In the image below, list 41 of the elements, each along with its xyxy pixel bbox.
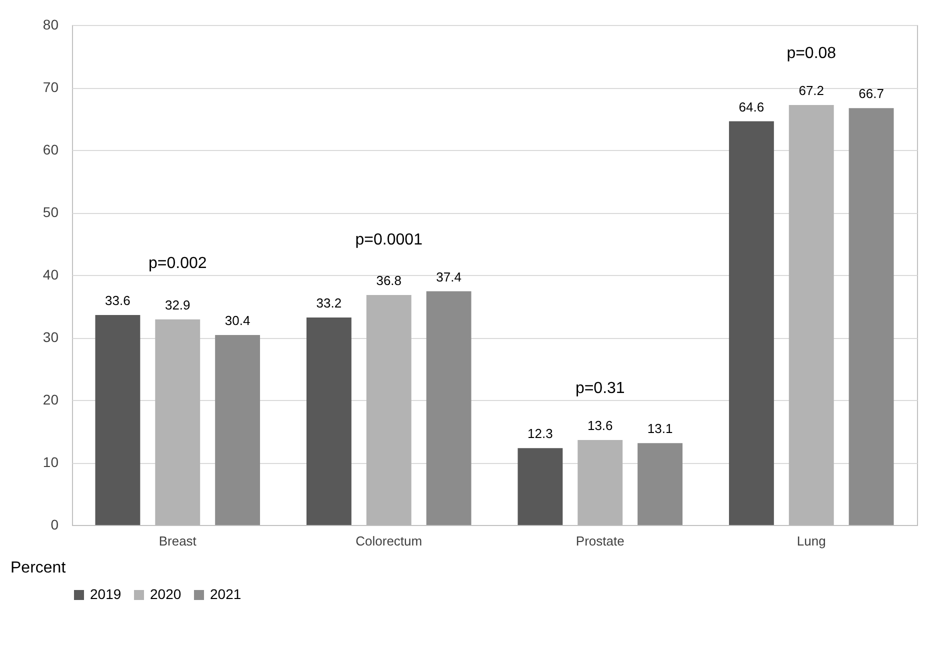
bar — [728, 121, 774, 525]
data-label: 33.2 — [316, 296, 342, 310]
y-tick-label: 40 — [42, 266, 59, 282]
legend-label: 2020 — [150, 586, 182, 602]
bar — [215, 335, 260, 525]
legend-label: 2019 — [90, 586, 122, 602]
data-label: 32.9 — [164, 297, 190, 312]
legend-label: 2021 — [210, 586, 242, 602]
annotation: p=0.002 — [148, 255, 207, 272]
data-label: 12.3 — [528, 426, 553, 442]
y-tick-label: 70 — [42, 79, 59, 95]
annotation: p=0.0001 — [355, 231, 423, 248]
bar — [306, 318, 352, 525]
annotation: p=0.08 — [786, 45, 836, 62]
data-label: 37.4 — [436, 269, 462, 284]
data-label: 33.6 — [105, 293, 130, 308]
data-label: 64.6 — [738, 99, 764, 114]
x-tick-label: Colorectum — [356, 534, 422, 548]
data-label: 13.6 — [587, 418, 613, 433]
y-tick-label: 10 — [42, 454, 59, 470]
x-tick-label: Lung — [796, 534, 826, 548]
data-label: 36.8 — [376, 273, 402, 288]
y-tick-label: 50 — [42, 204, 59, 220]
bar — [426, 291, 472, 525]
bar — [95, 315, 140, 525]
x-tick-label: Breast — [158, 534, 197, 548]
y-tick-label: 0 — [50, 516, 59, 532]
bar — [518, 448, 563, 525]
data-label: 13.1 — [647, 421, 673, 436]
x-tick-label: Prostate — [576, 534, 624, 548]
y-tick-label: 80 — [42, 16, 59, 32]
data-label: 30.4 — [224, 313, 250, 328]
y-tick-label: 20 — [42, 392, 59, 408]
bar — [638, 443, 683, 525]
y-tick-label: 60 — [42, 142, 59, 158]
data-label: 66.7 — [858, 86, 884, 102]
bar — [848, 108, 894, 525]
annotation: p=0.31 — [575, 380, 625, 397]
y-tick-label: 30 — [42, 329, 59, 345]
data-label: 67.2 — [798, 83, 824, 98]
y-axis-title: Percent — [10, 560, 66, 576]
